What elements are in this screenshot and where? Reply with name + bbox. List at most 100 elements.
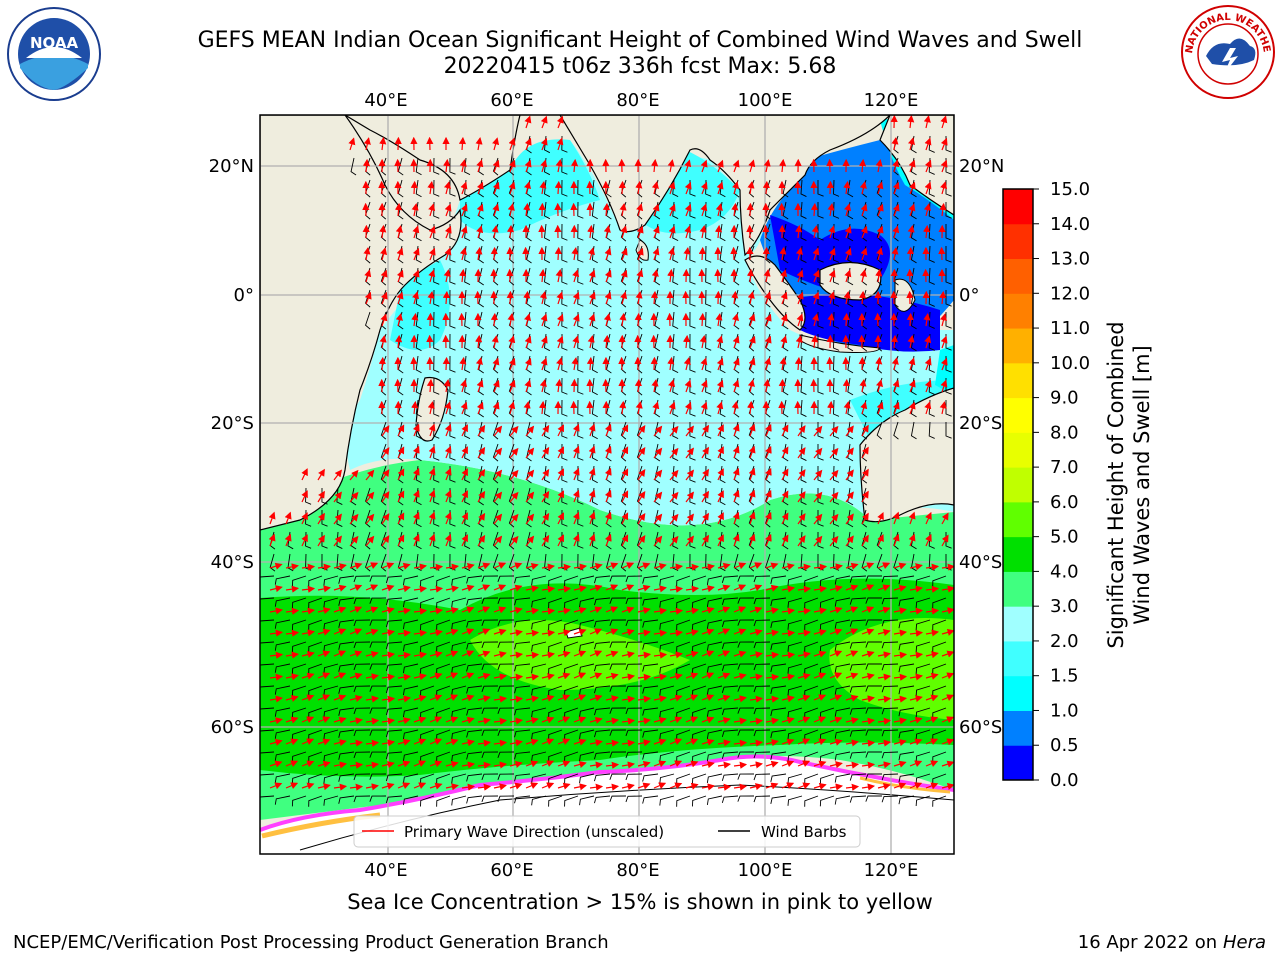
wave-direction-arrow xyxy=(684,203,692,217)
wave-direction-arrow xyxy=(845,535,854,547)
wave-direction-arrow xyxy=(810,202,819,217)
lon-tick-bottom-80e: 80°E xyxy=(616,860,659,881)
wave-direction-arrow xyxy=(571,356,579,371)
wave-direction-arrow xyxy=(667,356,675,371)
wind-barb xyxy=(865,575,883,582)
wave-direction-arrow xyxy=(892,401,900,415)
colorbar-tick-label: 7.0 xyxy=(1050,457,1079,478)
map-field xyxy=(260,115,954,854)
wave-direction-arrow xyxy=(588,489,596,503)
wave-direction-arrow xyxy=(269,562,283,570)
wave-direction-arrow xyxy=(333,469,342,481)
wave-direction-arrow xyxy=(732,423,740,437)
wind-barb xyxy=(591,179,598,198)
colorbar-tick-label: 9.0 xyxy=(1050,388,1079,409)
wave-direction-arrow xyxy=(861,562,875,570)
wave-direction-arrow xyxy=(524,379,532,393)
wave-direction-arrow xyxy=(572,423,580,437)
wave-direction-arrow xyxy=(667,159,675,173)
wave-direction-arrow xyxy=(829,469,839,481)
wave-direction-arrow xyxy=(908,379,916,393)
wave-direction-arrow xyxy=(476,225,484,239)
wave-direction-arrow xyxy=(748,313,756,327)
wave-direction-arrow xyxy=(444,225,452,239)
wave-direction-arrow xyxy=(650,290,659,305)
wave-direction-arrow xyxy=(765,511,772,525)
wave-direction-arrow xyxy=(700,181,708,195)
wave-direction-arrow xyxy=(428,511,436,525)
wave-direction-arrow xyxy=(476,181,484,195)
wind-barb xyxy=(620,553,627,572)
wind-barb xyxy=(636,553,643,572)
wave-direction-arrow xyxy=(362,158,371,173)
wave-direction-arrow xyxy=(557,446,564,459)
wind-barb xyxy=(625,575,643,583)
wave-direction-arrow xyxy=(492,203,500,217)
wave-direction-arrow xyxy=(668,181,676,195)
wave-direction-arrow xyxy=(461,446,468,459)
wave-direction-arrow xyxy=(797,447,806,459)
wave-direction-arrow xyxy=(490,246,498,261)
wave-direction-arrow xyxy=(461,468,468,481)
wave-direction-arrow xyxy=(669,447,679,459)
wave-direction-arrow xyxy=(858,290,867,305)
wave-direction-arrow xyxy=(812,291,820,305)
wave-direction-arrow xyxy=(668,379,676,393)
wave-direction-arrow xyxy=(827,312,835,327)
wave-direction-arrow xyxy=(428,269,436,283)
wave-direction-arrow xyxy=(732,511,740,525)
wave-direction-arrow xyxy=(716,159,724,173)
wave-direction-arrow xyxy=(604,247,612,261)
wave-direction-arrow xyxy=(364,269,372,283)
wave-direction-arrow xyxy=(940,357,948,371)
wave-direction-arrow xyxy=(428,203,436,217)
wave-direction-arrow xyxy=(461,534,468,547)
wave-direction-arrow xyxy=(939,290,947,305)
wave-direction-arrow xyxy=(748,335,756,349)
wave-direction-arrow xyxy=(604,291,612,305)
wave-direction-arrow xyxy=(907,115,915,129)
wave-direction-arrow xyxy=(762,246,770,261)
wave-direction-arrow xyxy=(732,181,740,195)
wave-direction-arrow xyxy=(364,291,372,305)
wave-direction-arrow xyxy=(637,513,646,525)
wave-direction-arrow xyxy=(861,446,869,459)
lat-tick-right-60s: 60°S xyxy=(959,717,1002,738)
wave-direction-arrow xyxy=(668,401,676,415)
wave-direction-arrow xyxy=(363,137,371,151)
wave-direction-arrow xyxy=(411,312,419,327)
wave-direction-arrow xyxy=(444,489,452,503)
wave-direction-arrow xyxy=(572,445,580,459)
wave-direction-arrow xyxy=(780,291,788,305)
wave-direction-arrow xyxy=(491,335,499,349)
wave-direction-arrow xyxy=(731,290,739,305)
wave-direction-arrow xyxy=(924,379,932,393)
wave-direction-arrow xyxy=(685,447,695,459)
wave-direction-arrow xyxy=(363,246,371,261)
wave-direction-arrow xyxy=(413,563,427,571)
wind-barb xyxy=(561,223,568,241)
wave-direction-arrow xyxy=(507,312,515,327)
wind-barb xyxy=(817,179,824,197)
wave-direction-arrow xyxy=(621,468,629,481)
colorbar-tick-label: 0.5 xyxy=(1050,735,1079,756)
wave-direction-arrow xyxy=(459,268,467,283)
wave-direction-arrow xyxy=(570,158,579,173)
wave-direction-arrow xyxy=(747,180,755,195)
wave-direction-arrow xyxy=(524,115,532,129)
wave-direction-arrow xyxy=(668,225,676,239)
footer-host: Hera xyxy=(1222,932,1266,953)
wave-direction-arrow xyxy=(717,446,724,459)
wave-direction-arrow xyxy=(747,379,755,393)
colorbar-label-line2: Wind Waves and Swell [m] xyxy=(1130,345,1154,625)
wind-barb xyxy=(274,575,291,585)
wave-direction-arrow xyxy=(412,511,420,525)
wave-direction-arrow xyxy=(556,335,564,349)
wave-direction-arrow xyxy=(698,246,706,261)
wave-direction-arrow xyxy=(877,534,884,547)
wave-direction-arrow xyxy=(906,246,914,261)
colorbar-segment xyxy=(1003,189,1033,225)
wave-direction-arrow xyxy=(717,562,731,570)
wave-direction-arrow xyxy=(443,269,451,283)
wave-direction-arrow xyxy=(427,401,435,415)
